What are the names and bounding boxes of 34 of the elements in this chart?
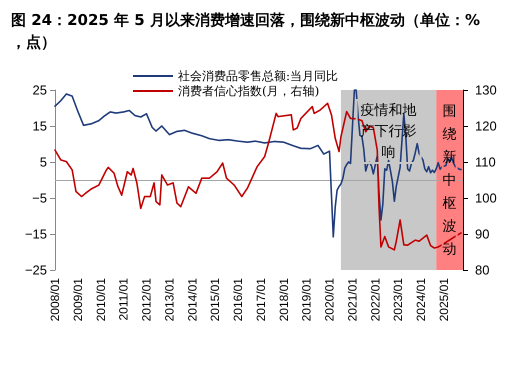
y2-tick-label: 100 [475, 190, 497, 206]
x-tick-label: 2021/01 [345, 278, 360, 322]
y-tick-label: −25 [24, 262, 47, 278]
x-tick-label: 2017/01 [254, 278, 268, 322]
x-tick-label: 2009/01 [70, 278, 85, 322]
y-tick-label: −15 [24, 226, 47, 242]
legend-label: 消费者信心指数(月，右轴) [178, 84, 320, 98]
y-tick-label: 15 [32, 118, 47, 134]
y-tick-label: 5 [40, 154, 47, 170]
y-tick-label: −5 [32, 190, 47, 206]
x-tick-label: 2016/01 [231, 278, 246, 322]
x-tick-label: 2013/01 [162, 278, 176, 322]
band-label: 围绕新中枢波动 [442, 104, 457, 258]
x-tick-label: 2020/01 [322, 278, 337, 322]
x-tick-label: 2024/01 [414, 278, 428, 322]
y-tick-label: 25 [32, 82, 47, 98]
x-tick-label: 2012/01 [140, 278, 154, 322]
x-tick-label: 2011/01 [116, 278, 131, 320]
x-tick-label: 2025/01 [436, 278, 451, 322]
y2-tick-label: 120 [475, 118, 497, 134]
chart-title: 图 24：2025 年 5 月以来消费增速回落，围绕新中枢波动（单位：%，点） [11, 11, 480, 51]
x-tick-label: 2022/01 [368, 278, 382, 322]
x-tick-label: 2019/01 [300, 278, 314, 322]
x-tick-label: 2023/01 [391, 278, 406, 322]
x-tick-label: 2018/01 [276, 278, 291, 322]
y2-tick-label: 90 [475, 226, 490, 242]
y2-tick-label: 110 [475, 154, 496, 170]
y2-tick-label: 130 [475, 82, 497, 98]
x-tick-label: 2008/01 [48, 278, 62, 322]
x-tick-label: 2014/01 [185, 278, 200, 322]
legend-label: 社会消费品零售总额:当月同比 [178, 69, 338, 83]
x-tick-label: 2010/01 [94, 278, 108, 322]
y2-tick-label: 80 [475, 262, 490, 278]
x-tick-label: 2015/01 [208, 278, 222, 322]
